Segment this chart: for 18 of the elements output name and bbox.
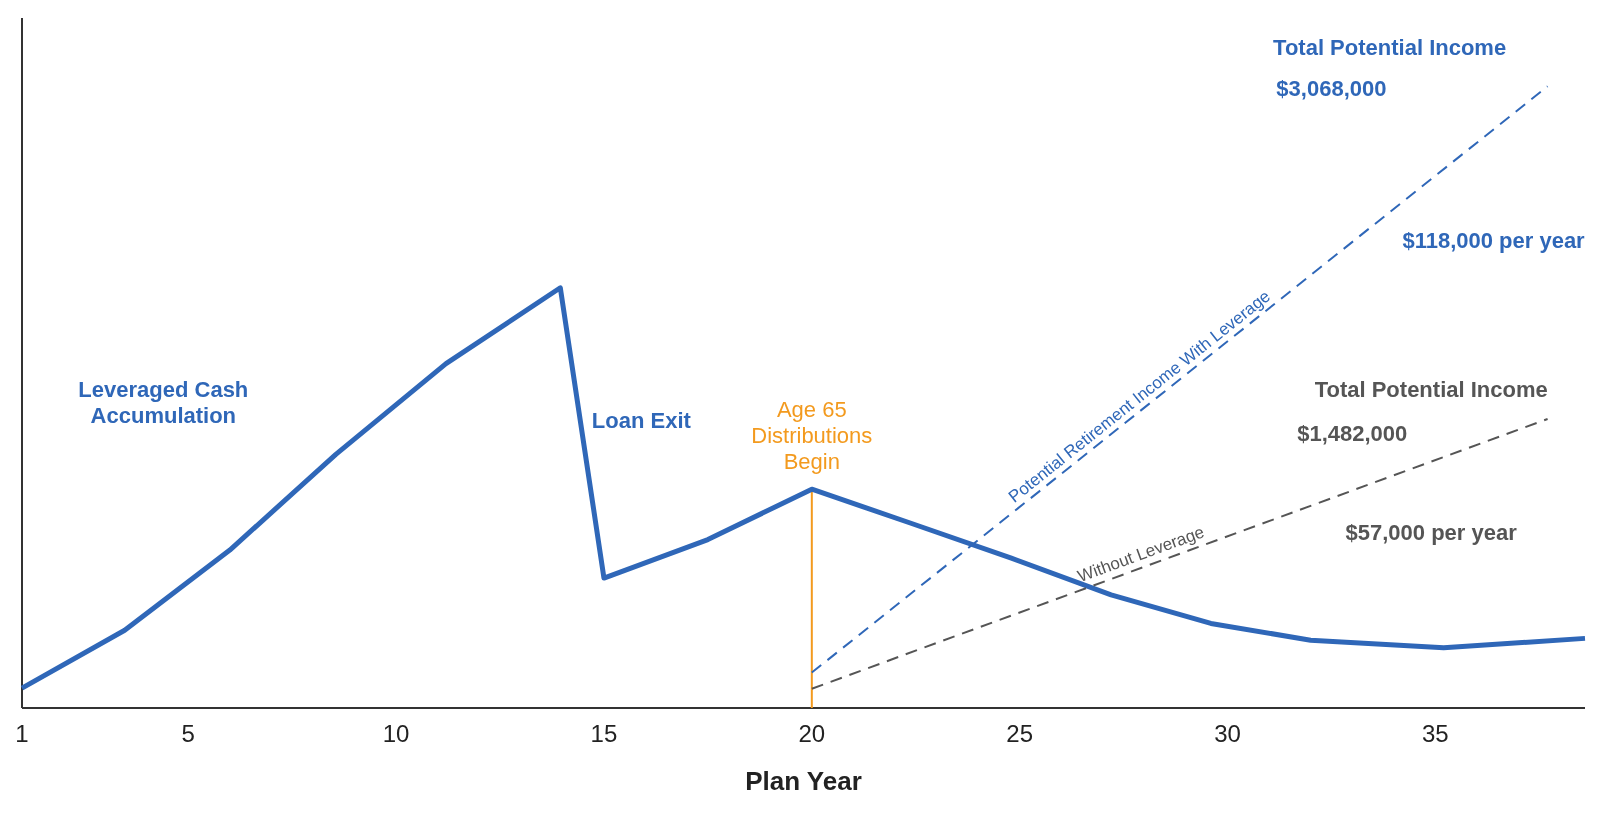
- x-tick-label: 5: [181, 720, 195, 747]
- x-tick-label: 15: [590, 720, 618, 747]
- x-tick-label: 35: [1422, 720, 1449, 747]
- x-axis-title: Plan Year: [745, 766, 862, 796]
- annotation: Total Potential Income: [1314, 377, 1548, 403]
- x-tick-label: 30: [1214, 720, 1241, 747]
- annotation: $1,482,000: [1297, 420, 1408, 446]
- x-tick-label: 25: [1006, 720, 1034, 747]
- annotation: $57,000 per year: [1345, 520, 1518, 546]
- annotation: Loan Exit: [591, 408, 692, 434]
- x-tick-label: 20: [798, 720, 826, 747]
- annotation: $3,068,000: [1276, 75, 1387, 101]
- x-tick-label: 1: [15, 720, 29, 747]
- x-tick-label: 10: [382, 720, 410, 747]
- text: Total Potential Income: [1273, 35, 1507, 61]
- ref-line-label: Age 65 Distributions Begin: [751, 397, 873, 475]
- annotation: Leveraged Cash Accumulation: [78, 377, 249, 429]
- annotation: $118,000 per year: [1402, 228, 1586, 253]
